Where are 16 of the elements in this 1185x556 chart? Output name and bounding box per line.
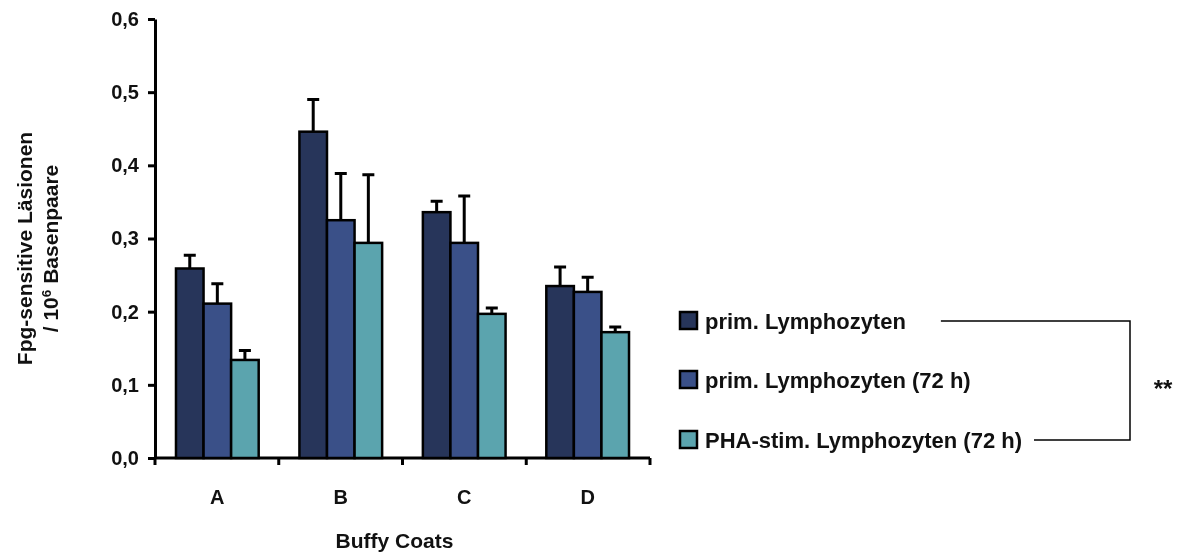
y-tick-label: 0,2 <box>111 300 139 323</box>
y-tick-label: 0,5 <box>111 81 139 104</box>
y-tick-label: 0,0 <box>111 446 139 469</box>
x-axis-title: Buffy Coats <box>335 529 454 552</box>
legend-label: PHA-stim. Lymphozyten (72 h) <box>705 428 1022 453</box>
y-tick-label: 0,6 <box>111 7 139 30</box>
y-tick-label: 0,3 <box>111 227 139 250</box>
legend-label: prim. Lymphozyten <box>705 309 906 334</box>
x-tick-label: D <box>580 486 595 508</box>
x-tick-label: A <box>210 486 225 508</box>
y-tick-label: 0,1 <box>111 373 139 396</box>
text: ** <box>1153 374 1173 402</box>
legend-label: prim. Lymphozyten (72 h) <box>705 368 971 393</box>
x-tick-label: C <box>456 486 472 508</box>
y-tick-label: 0,4 <box>111 154 140 177</box>
x-tick-label: B <box>333 486 349 508</box>
